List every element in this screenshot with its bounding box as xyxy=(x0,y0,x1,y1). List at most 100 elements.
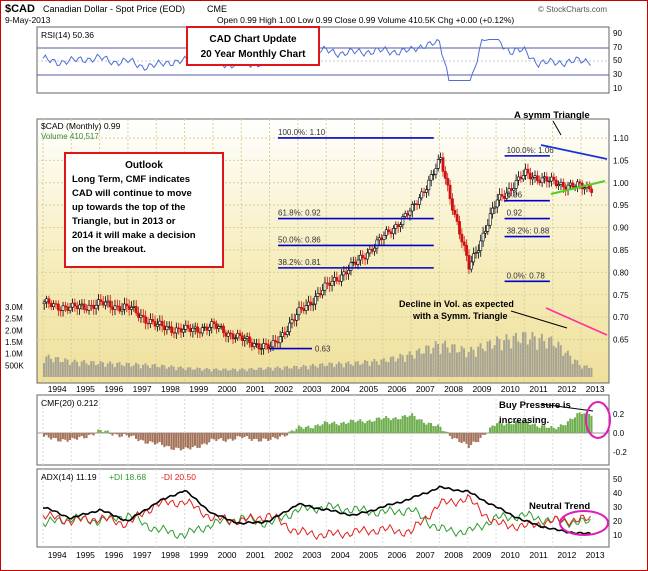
candle-body xyxy=(231,333,235,340)
candle-body xyxy=(467,255,471,270)
cmf-bar xyxy=(43,433,46,437)
cad-update-callout: CAD Chart Update 20 Year Monthly Chart xyxy=(186,26,320,66)
cmf-bar xyxy=(380,419,383,433)
volume-bar xyxy=(281,369,284,377)
volume-bar xyxy=(347,361,350,377)
cmf-bar xyxy=(531,424,534,433)
volume-bar xyxy=(168,367,171,377)
candle-body xyxy=(550,176,553,182)
volume-bar xyxy=(467,352,470,377)
candle-body xyxy=(366,252,369,260)
volume-bar xyxy=(125,362,128,377)
volume-bar xyxy=(194,369,196,377)
cmf-bar xyxy=(106,430,109,433)
volume-bar xyxy=(571,363,574,377)
cmf-bar xyxy=(130,433,133,437)
cad-update-subtitle: 20 Year Monthly Chart xyxy=(201,49,307,60)
year-tick-label: 2006 xyxy=(387,384,406,394)
candle-body xyxy=(158,320,162,325)
volume-bar xyxy=(61,361,64,377)
candle-body xyxy=(340,274,343,282)
volume-bar xyxy=(578,365,581,377)
triangle-upper-line xyxy=(540,144,608,160)
cmf-bar xyxy=(588,413,591,433)
cmf-bar xyxy=(304,426,307,433)
candle-body xyxy=(167,326,171,328)
candle-body xyxy=(240,335,244,341)
volume-bar xyxy=(248,368,251,377)
volume-bar xyxy=(472,349,475,377)
price-label: $CAD (Monthly) 0.99 xyxy=(41,121,121,131)
outlook-callout: Outlook Long Term, CMF indicates CAD wil… xyxy=(64,152,224,268)
mdi-label: -DI 20.50 xyxy=(161,472,196,482)
cmf-bar xyxy=(453,433,456,438)
volume-tick-label: 1.5M xyxy=(5,338,23,347)
cmf-bar xyxy=(467,433,470,448)
cmf-bar xyxy=(142,433,145,441)
year-tick-label: 2005 xyxy=(359,550,378,560)
candle-body xyxy=(61,305,65,311)
cmf-bar xyxy=(536,426,539,433)
volume-bar xyxy=(345,362,348,377)
candle-body xyxy=(410,204,414,212)
year-tick-label: 1999 xyxy=(189,384,208,394)
candle-body xyxy=(465,245,468,256)
cmf-bar xyxy=(571,419,574,433)
cmf-bar xyxy=(47,433,50,438)
cmf-bar xyxy=(227,433,230,440)
cmf-bar xyxy=(123,433,126,435)
candle-body xyxy=(191,327,195,332)
volume-bar xyxy=(160,364,163,377)
volume-bar xyxy=(271,370,274,377)
volume-bar xyxy=(519,343,522,377)
volume-bar xyxy=(245,371,248,377)
volume-bar xyxy=(460,346,463,377)
volume-bar xyxy=(340,363,343,377)
volume-bar xyxy=(349,364,352,377)
candle-body xyxy=(99,299,103,302)
volume-tick-label: 2.0M xyxy=(5,326,23,335)
candle-body xyxy=(417,197,421,205)
candle-body xyxy=(361,254,365,259)
candle-body xyxy=(429,174,433,181)
candle-body xyxy=(569,182,572,186)
candle-body xyxy=(382,234,386,240)
volume-bar xyxy=(326,365,329,377)
candle-body xyxy=(507,188,511,194)
candle-body xyxy=(439,157,443,160)
cmf-bar xyxy=(125,433,128,436)
cmf-bar xyxy=(198,433,201,448)
candle-body xyxy=(172,332,176,334)
volume-bar xyxy=(222,368,225,377)
cmf-ellipse xyxy=(585,401,611,439)
cmf-bar xyxy=(444,431,447,433)
cmf-bar xyxy=(212,433,215,440)
candle-body xyxy=(255,343,258,345)
cmf-bar xyxy=(189,433,192,450)
candle-body xyxy=(488,213,492,226)
volume-bar xyxy=(361,363,364,377)
volume-bar xyxy=(531,331,534,377)
volume-bar xyxy=(470,346,473,377)
cmf-bar xyxy=(73,433,76,439)
cmf-bar xyxy=(255,433,258,439)
cmf-bar xyxy=(283,433,286,437)
cmf-bar xyxy=(522,421,525,433)
cmf-bar xyxy=(503,425,506,433)
cmf-bar xyxy=(385,416,388,433)
year-tick-label: 2000 xyxy=(218,550,237,560)
volume-tick-label: 2.5M xyxy=(5,315,23,324)
cmf-bar xyxy=(392,418,395,433)
volume-bar xyxy=(439,354,442,377)
cmf-bar xyxy=(78,433,81,438)
volume-bar xyxy=(451,344,454,377)
volume-bar xyxy=(170,365,173,377)
candle-body xyxy=(309,301,313,306)
price-tick-label: 0.95 xyxy=(613,201,629,210)
candle-body xyxy=(512,188,516,191)
volume-bar xyxy=(581,368,583,377)
candle-body xyxy=(462,241,466,246)
volume-bar xyxy=(573,359,576,377)
cmf-bar xyxy=(404,415,407,433)
candle-body xyxy=(210,321,214,328)
